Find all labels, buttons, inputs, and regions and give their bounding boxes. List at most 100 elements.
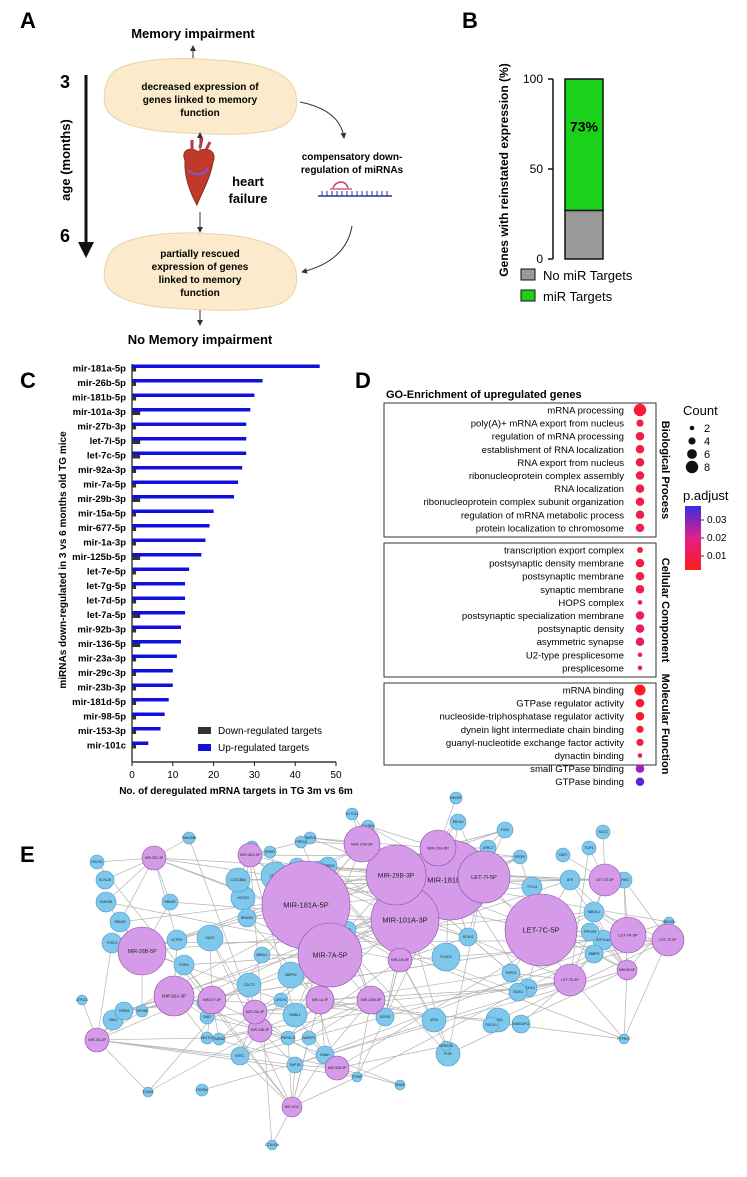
c-bar-down <box>132 368 137 372</box>
e-node-label: UBA1 <box>109 1018 118 1022</box>
e-node-label: CAR7 <box>559 853 568 857</box>
panel-label-e: E <box>20 842 35 867</box>
d-term-label: presplicesome <box>562 663 624 674</box>
e-node-mirna <box>387 947 413 973</box>
c-bar-up <box>132 654 177 658</box>
c-bar-down <box>132 571 137 575</box>
e-node-gene <box>431 942 461 972</box>
d-term-label: RNA localization <box>554 484 624 495</box>
e-node-mirna <box>343 825 381 863</box>
e-node-label: ATR <box>567 878 574 882</box>
c-bar-down <box>132 701 137 705</box>
d-count-legend-title: Count <box>683 403 718 418</box>
c-bar-up <box>132 480 239 484</box>
e-node-gene <box>421 1007 447 1033</box>
e-node-label: DMD <box>203 1015 211 1019</box>
e-node-label: CDR2OS <box>439 1044 454 1048</box>
d-padj-legend-title: p.adjust <box>683 488 729 503</box>
d-term-label: postsynaptic membrane <box>522 572 624 583</box>
e-node-label: MIR-181A-5P <box>283 901 328 910</box>
c-bar-down <box>132 484 137 488</box>
e-node-label: ERRFI <box>265 850 275 854</box>
e-edge <box>569 847 590 981</box>
c-bar-up <box>132 727 161 731</box>
e-node-mirna <box>419 829 457 867</box>
b-y-axis-label: Genes with reinstated expression (%) <box>497 63 511 276</box>
c-bar-down <box>132 469 137 473</box>
c-bar-up <box>132 379 263 383</box>
d-term-label: GTPase binding <box>555 777 624 788</box>
e-node-mirna <box>365 844 427 906</box>
e-node-gene <box>581 840 597 856</box>
e-node-gene <box>182 831 196 845</box>
e-node-label: NEUBF <box>450 796 461 800</box>
d-term-label: U2-type presplicesome <box>526 650 624 661</box>
e-node-label: MIR-29B-3P <box>378 872 415 879</box>
e-edge <box>96 942 113 1041</box>
d-term-label: ribonucleoprotein complex subunit organi… <box>423 497 624 508</box>
e-node-label: RDH10 <box>453 820 464 824</box>
c-x-tick-label: 20 <box>208 770 220 781</box>
e-node-label: KCTD12 <box>346 812 359 816</box>
e-node-label: RBM20 <box>165 900 176 904</box>
panel-label-d: D <box>355 368 371 393</box>
c-bar-up <box>132 451 247 455</box>
e-node-label: LRRC7 <box>483 846 494 850</box>
e-node-label: LET-7D-5P <box>561 978 579 982</box>
bottom-brain-line-1: partially rescued <box>160 249 239 260</box>
e-node-gene <box>345 807 359 821</box>
d-term-label: HOPS complex <box>558 598 624 609</box>
e-edge <box>291 1076 358 1108</box>
e-node-gene <box>618 1033 630 1045</box>
e-node-gene <box>294 835 308 849</box>
e-node-gene <box>95 891 117 913</box>
c-category-label: mir-92b-3p <box>77 625 126 636</box>
c-bar-down <box>132 527 137 531</box>
e-node-gene <box>266 1139 278 1151</box>
panel-label-b: B <box>462 8 478 33</box>
e-node-gene <box>449 813 467 831</box>
e-node-label: FAM135B <box>182 836 197 840</box>
e-node-label: RBM25 <box>115 920 126 924</box>
e-node-gene <box>559 869 581 891</box>
d-term-label: postsynaptic density membrane <box>489 559 624 570</box>
mirna-duplex-icon <box>318 181 392 197</box>
e-node-gene <box>196 924 224 952</box>
e-node-gene <box>142 1086 154 1098</box>
e-node-gene <box>135 1004 149 1018</box>
e-node-label: SYNE1 <box>619 878 630 882</box>
e-node-mirna <box>84 1027 110 1053</box>
c-bars: mir-181a-5p mir-26b-5p mir-181b-5p mir-101a… <box>72 364 320 752</box>
d-dot <box>635 458 645 467</box>
d-group-box-mf <box>383 682 657 766</box>
e-node-label: NAPEPL <box>302 1036 315 1040</box>
e-node-gene <box>595 824 611 840</box>
c-x-tick-label: 0 <box>129 770 135 781</box>
e-node-label: RAP1B <box>290 1063 302 1067</box>
e-node-label: TAOK1 <box>513 990 524 994</box>
c-x-tick-label: 10 <box>167 770 179 781</box>
b-y-tick-label-1: 50 <box>530 162 544 176</box>
e-node-gene <box>230 1046 250 1066</box>
d-term-label: regulation of mRNA metabolic process <box>461 510 624 521</box>
e-node-gene <box>280 1030 296 1046</box>
e-edge <box>209 937 256 1013</box>
b-y-tick-label-0: 0 <box>536 252 543 266</box>
c-bar-up <box>132 466 243 470</box>
e-edge <box>291 1037 310 1108</box>
e-node-label: ENSA <box>494 1018 504 1022</box>
e-node-mirna <box>356 985 386 1015</box>
d-group-label-mf: Molecular Function <box>659 674 671 775</box>
e-edge <box>356 934 629 1078</box>
e-node-mirna <box>651 923 685 957</box>
e-node-label: ATRX <box>430 1018 439 1022</box>
d-dot <box>635 624 645 633</box>
d-padj-tick-3: 0.01 <box>707 551 727 562</box>
panel-e-network: CPSF6SACSHOOK3CCDC88ABMPR2CDC73DMBL1FCHO… <box>76 791 685 1151</box>
d-group-label-bp: Biological Process <box>659 421 671 519</box>
e-node-label: DOCK4 <box>485 1023 497 1027</box>
e-node-label: USP45 <box>380 1015 391 1019</box>
e-node-label: MIR-7A-5P <box>313 952 348 959</box>
e-node-label: SPOPL <box>515 855 526 859</box>
e-node-label: PAPOLG <box>281 1036 295 1040</box>
